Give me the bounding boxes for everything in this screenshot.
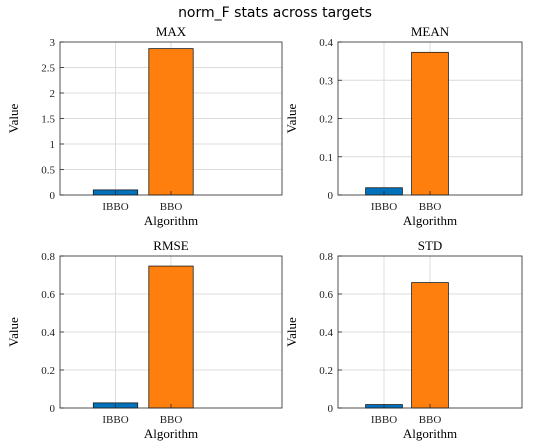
y-tick-label: 2.5 [41,63,55,75]
x-axis-label: Algorithm [403,213,457,228]
y-axis-label: Value [6,103,21,133]
x-axis-label: Algorithm [144,213,198,228]
subplot-rmse: 0 0.2 0.4 0.6 0.8 IBBO BBO RMSE Algorithm Value [6,238,283,441]
y-tick-label: 0.6 [319,289,333,301]
y-tick-label: 1 [50,139,56,151]
y-tick-label: 0.1 [319,152,333,164]
x-axis-label: Algorithm [144,426,198,441]
y-tick-label: 0 [50,403,56,415]
y-tick-label: 0.8 [319,251,333,263]
subplot-title: MEAN [411,24,450,39]
subplot-mean: 0 0.1 0.2 0.3 0.4 IBBO BBO MEAN Algorithm Value [284,24,523,228]
y-tick-label: 0 [50,190,56,202]
subplot-max: 0 0.5 1 1.5 2 2.5 3 IBBO BBO MAX Algorithm Value [6,24,283,228]
x-tick-label: BBO [419,414,442,426]
y-axis-label: Value [284,103,299,133]
y-tick-label: 0.4 [319,327,333,339]
x-tick-label: IBBO [371,414,397,426]
x-tick-label: IBBO [371,201,397,213]
y-axis-label: Value [284,317,299,347]
y-tick-label: 0.2 [319,114,333,126]
bar-bbo [411,282,449,409]
x-tick-label: IBBO [102,414,128,426]
y-tick-label: 0 [328,190,334,202]
y-tick-label: 1.5 [41,114,55,126]
y-tick-label: 3 [50,37,56,49]
bar-bbo [148,265,194,409]
subplot-title: STD [418,238,443,253]
bar-bbo [148,48,194,196]
y-tick-label: 0.4 [41,327,55,339]
x-tick-label: BBO [160,201,183,213]
y-tick-label: 0.3 [319,75,333,87]
x-tick-label: BBO [419,201,442,213]
y-tick-label: 0 [328,403,334,415]
y-tick-label: 0.8 [41,251,55,263]
x-tick-label: BBO [160,414,183,426]
x-tick-label: IBBO [102,201,128,213]
subplot-title: RMSE [153,238,188,253]
y-tick-label: 0.2 [41,365,55,377]
y-tick-label: 0.6 [41,289,55,301]
y-tick-label: 0.2 [319,365,333,377]
chart-panels: 0 0.5 1 1.5 2 2.5 3 IBBO BBO MAX Algorithm Value 0 0.… [6,24,523,441]
figure-title: norm_F stats across targets [178,5,372,21]
subplot-std: 0 0.2 0.4 0.6 0.8 IBBO BBO STD Algorithm Value [284,238,523,441]
y-tick-label: 0.4 [319,37,333,49]
x-axis-label: Algorithm [403,426,457,441]
bar-bbo [411,51,449,196]
subplot-title: MAX [156,24,187,39]
y-axis-label: Value [6,317,21,347]
y-tick-label: 0.5 [41,165,55,177]
y-tick-label: 2 [50,88,56,100]
